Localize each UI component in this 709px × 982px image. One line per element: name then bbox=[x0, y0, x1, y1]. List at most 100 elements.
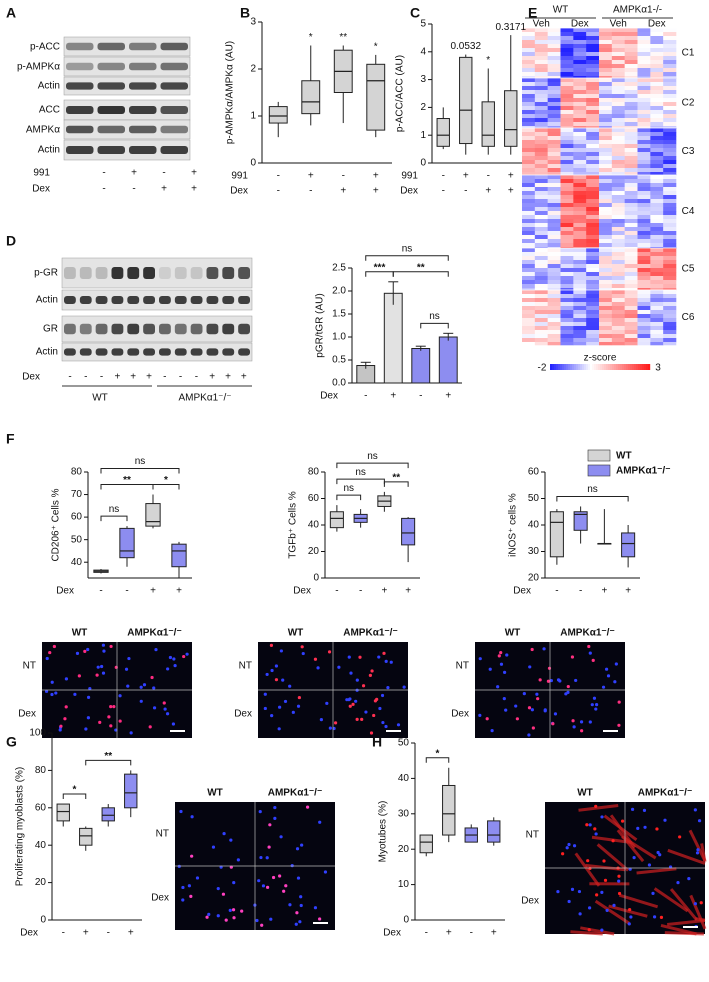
heatmap-cell bbox=[522, 243, 535, 247]
y-tick-label: 2 bbox=[420, 102, 426, 113]
y-tick-label: 3 bbox=[250, 17, 256, 28]
condition-sign: - bbox=[100, 372, 103, 383]
heatmap-cell bbox=[663, 322, 676, 326]
heatmap-cell bbox=[548, 187, 561, 191]
nucleus bbox=[269, 918, 272, 921]
heatmap-cell bbox=[599, 128, 612, 132]
colorbar-cell bbox=[560, 364, 562, 370]
heatmap-cell bbox=[663, 156, 676, 160]
heatmap-cell bbox=[535, 164, 548, 168]
nucleus bbox=[595, 893, 598, 896]
heatmap-cell bbox=[586, 219, 599, 223]
condition-sign: - bbox=[107, 928, 110, 939]
heatmap-cell bbox=[625, 260, 638, 264]
nucleus bbox=[97, 666, 100, 669]
heatmap-cell bbox=[548, 152, 561, 156]
heatmap-cell bbox=[561, 94, 574, 98]
y-axis-label: p-ACC/ACC (AU) bbox=[395, 55, 406, 132]
heatmap-cell bbox=[586, 318, 599, 322]
heatmap-cell bbox=[625, 110, 638, 114]
heatmap-cell bbox=[650, 86, 663, 90]
condition-sign: - bbox=[487, 171, 490, 182]
heatmap-cell bbox=[650, 78, 663, 82]
heatmap-cell bbox=[586, 264, 599, 268]
heatmap-cell bbox=[535, 187, 548, 191]
heatmap-cell bbox=[625, 334, 638, 338]
nucleus bbox=[556, 890, 559, 893]
nucleus bbox=[653, 915, 656, 918]
nucleus bbox=[314, 658, 317, 661]
heatmap-cell bbox=[573, 338, 586, 342]
heatmap-cell bbox=[650, 164, 663, 168]
nucleus bbox=[548, 667, 551, 670]
heatmap-cell bbox=[535, 82, 548, 86]
heatmap-cell bbox=[599, 239, 612, 243]
heatmap-cell bbox=[612, 284, 625, 288]
heatmap-cell bbox=[548, 298, 561, 302]
heatmap-cell bbox=[561, 298, 574, 302]
legend-label: AMPKα1⁻/⁻ bbox=[616, 466, 671, 477]
y-tick-label: 0 bbox=[313, 573, 319, 584]
blot-band bbox=[127, 348, 139, 355]
micrograph-row-label: Dex bbox=[451, 709, 469, 720]
heatmap-cell bbox=[638, 44, 651, 48]
nucleus bbox=[372, 714, 375, 717]
heatmap-cell bbox=[535, 32, 548, 36]
nucleus bbox=[232, 908, 235, 911]
heatmap-cell bbox=[650, 342, 663, 345]
heatmap-cell bbox=[561, 314, 574, 318]
nucleus bbox=[527, 733, 530, 736]
nucleus bbox=[678, 835, 681, 838]
heatmap-cell bbox=[663, 223, 676, 227]
blot-band bbox=[222, 324, 234, 334]
heatmap-cell bbox=[586, 94, 599, 98]
condition-sign: + bbox=[150, 586, 156, 597]
y-tick-label: 40 bbox=[308, 520, 320, 531]
nucleus bbox=[314, 906, 317, 909]
heatmap-cell bbox=[535, 175, 548, 179]
heatmap-cell bbox=[522, 82, 535, 86]
heatmap-cell bbox=[663, 114, 676, 118]
heatmap-cell bbox=[663, 248, 676, 252]
heatmap-cell bbox=[535, 94, 548, 98]
heatmap-cell bbox=[548, 211, 561, 215]
heatmap-cell bbox=[573, 144, 586, 148]
heatmap-cell bbox=[561, 294, 574, 298]
heatmap-cell bbox=[638, 338, 651, 342]
condition-sign: + bbox=[176, 586, 182, 597]
colorbar-cell bbox=[608, 364, 610, 370]
heatmap-cell bbox=[612, 207, 625, 211]
heatmap-cell bbox=[663, 330, 676, 334]
condition-sign: - bbox=[579, 586, 582, 597]
heatmap-cell bbox=[638, 90, 651, 94]
heatmap-cell bbox=[599, 256, 612, 260]
nucleus bbox=[291, 864, 294, 867]
heatmap-cell bbox=[625, 215, 638, 219]
heatmap-cell bbox=[638, 207, 651, 211]
heatmap-cell bbox=[548, 191, 561, 195]
blot-band bbox=[80, 267, 92, 279]
nucleus bbox=[284, 884, 287, 887]
heatmap-cell bbox=[599, 110, 612, 114]
nucleus bbox=[273, 817, 276, 820]
heatmap-cell bbox=[561, 156, 574, 160]
heatmap-cell bbox=[650, 280, 663, 284]
heatmap-cell bbox=[625, 132, 638, 136]
condition-sign: - bbox=[102, 184, 105, 195]
heatmap-cell bbox=[561, 306, 574, 310]
heatmap-cell bbox=[650, 132, 663, 136]
heatmap-cell bbox=[522, 235, 535, 239]
heatmap-cell bbox=[561, 152, 574, 156]
heatmap-cell bbox=[561, 219, 574, 223]
heatmap-cell bbox=[548, 268, 561, 272]
heatmap-cell bbox=[561, 52, 574, 56]
condition-sign: - bbox=[62, 928, 65, 939]
heatmap-cell bbox=[522, 219, 535, 223]
heatmap-cell bbox=[599, 231, 612, 235]
nucleus bbox=[109, 645, 112, 648]
heatmap-cell bbox=[586, 239, 599, 243]
heatmap-cell bbox=[548, 302, 561, 306]
heatmap-cell bbox=[625, 160, 638, 164]
heatmap-cell bbox=[573, 36, 586, 40]
heatmap-cell bbox=[535, 239, 548, 243]
